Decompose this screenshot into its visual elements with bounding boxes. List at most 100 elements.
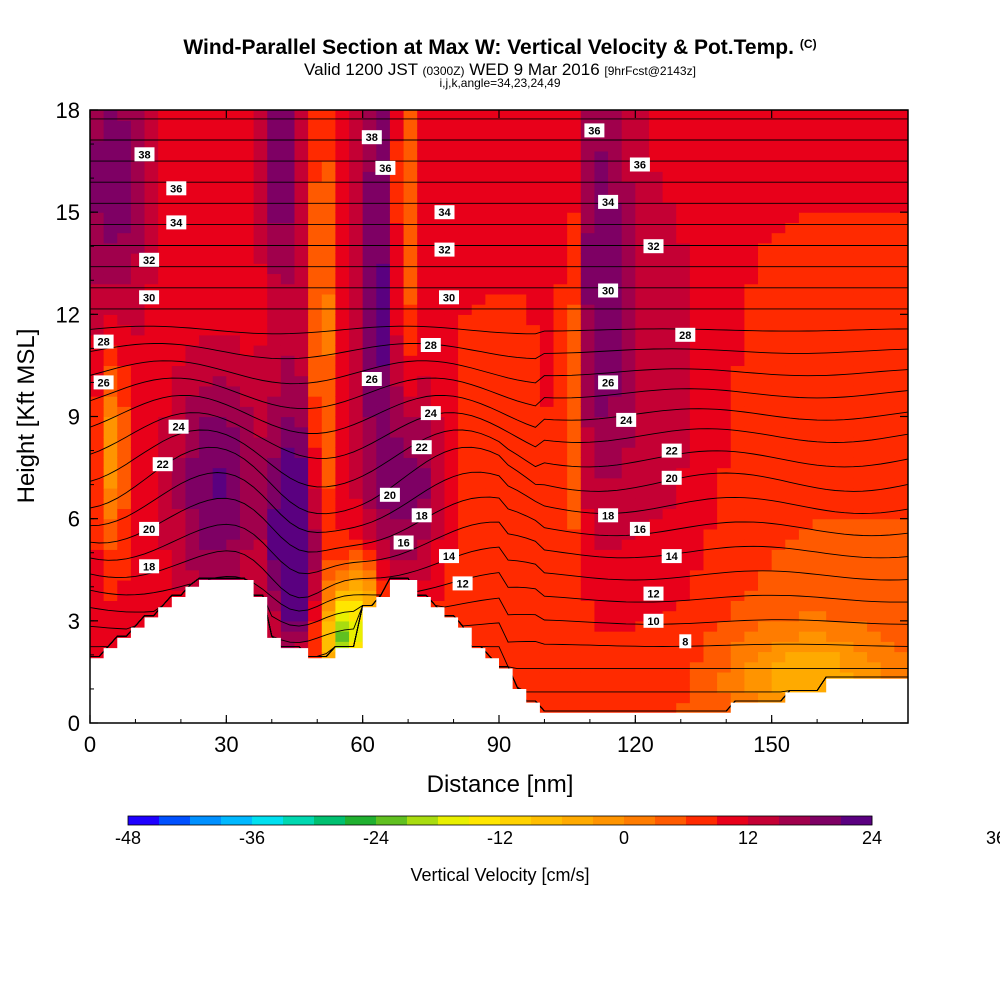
velocity-cell [226, 283, 241, 295]
velocity-cell [403, 385, 418, 397]
velocity-cell [771, 222, 786, 234]
velocity-cell [376, 293, 391, 305]
theta-label-text: 28 [425, 340, 437, 352]
theta-label-text: 12 [647, 589, 659, 601]
velocity-cell [894, 549, 908, 561]
velocity-cell [376, 232, 391, 244]
velocity-cell [321, 314, 336, 326]
velocity-cell [567, 396, 582, 407]
velocity-cell [689, 161, 705, 172]
velocity-cell [839, 120, 855, 132]
velocity-cell [90, 212, 105, 223]
theta-contour-line [90, 471, 908, 533]
velocity-cell [430, 426, 446, 438]
velocity-cell [171, 120, 187, 132]
velocity-cell [744, 528, 759, 540]
velocity-cell [362, 344, 377, 356]
velocity-cell [158, 120, 173, 132]
velocity-cell [703, 661, 718, 673]
velocity-cell [349, 253, 364, 264]
velocity-cell [648, 355, 664, 367]
velocity-cell [144, 232, 159, 244]
velocity-cell [662, 161, 677, 172]
velocity-cell [280, 426, 296, 438]
velocity-cell [812, 508, 827, 520]
velocity-cell [812, 671, 827, 683]
velocity-cell [867, 467, 882, 479]
velocity-cell [730, 181, 745, 193]
velocity-cell [430, 120, 446, 132]
velocity-cell [539, 508, 555, 520]
velocity-cell [280, 416, 296, 428]
velocity-cell [226, 201, 241, 213]
velocity-cell [144, 457, 159, 469]
velocity-cell [798, 671, 814, 683]
theta-label-text: 24 [172, 422, 185, 434]
velocity-cell [744, 304, 759, 315]
velocity-cell [621, 304, 636, 315]
velocity-cell [826, 120, 841, 132]
theta-label: 36 [584, 123, 605, 138]
velocity-cell [458, 181, 473, 193]
velocity-cell [826, 130, 841, 142]
velocity-cell [212, 539, 227, 550]
velocity-cell [608, 181, 623, 193]
velocity-cell [567, 641, 582, 653]
velocity-cell [853, 559, 868, 571]
velocity-cell [758, 549, 773, 561]
velocity-cell [280, 631, 296, 642]
velocity-cell [103, 212, 118, 223]
velocity-cell [635, 110, 650, 121]
velocity-cell [294, 263, 309, 275]
velocity-cell [839, 365, 855, 377]
velocity-cell [294, 334, 309, 346]
velocity-cell [553, 682, 568, 693]
velocity-cell [567, 181, 582, 193]
velocity-cell [621, 396, 636, 407]
theta-label-text: 38 [366, 132, 378, 144]
velocity-cell [689, 253, 705, 264]
velocity-cell [880, 559, 895, 571]
velocity-cell [539, 671, 555, 683]
velocity-cell [253, 477, 268, 489]
velocity-cell [621, 314, 636, 326]
velocity-cell [703, 355, 718, 367]
velocity-cell [185, 539, 200, 550]
velocity-cell [362, 201, 377, 213]
velocity-cell [90, 263, 105, 275]
velocity-cell [635, 293, 650, 305]
velocity-cell [635, 488, 650, 499]
velocity-cell [621, 671, 636, 683]
velocity-cell [171, 140, 187, 152]
velocity-cell [717, 610, 732, 622]
velocity-cell [662, 457, 677, 469]
velocity-cell [635, 365, 650, 377]
velocity-cell [158, 314, 173, 326]
velocity-cell [376, 447, 391, 458]
velocity-cell [730, 161, 745, 172]
velocity-cell [117, 161, 132, 172]
velocity-cell [744, 263, 759, 275]
velocity-cell [608, 682, 623, 693]
velocity-cell [553, 396, 568, 407]
velocity-cell [512, 283, 527, 295]
velocity-cell [662, 396, 677, 407]
velocity-cell [771, 600, 786, 612]
velocity-cell [839, 253, 855, 264]
velocity-cell [226, 140, 241, 152]
velocity-cell [321, 253, 336, 264]
velocity-cell [239, 212, 255, 223]
velocity-cell [730, 150, 745, 162]
velocity-cell [771, 140, 786, 152]
velocity-cell [103, 631, 118, 642]
velocity-cell [676, 355, 691, 367]
velocity-cell [158, 539, 173, 550]
velocity-cell [553, 620, 568, 632]
velocity-cell [103, 130, 118, 142]
velocity-cell [621, 620, 636, 632]
velocity-cell [158, 161, 173, 172]
velocity-cell [376, 426, 391, 438]
velocity-cell [812, 232, 827, 244]
velocity-cell [689, 344, 705, 356]
velocity-cell [539, 651, 555, 663]
